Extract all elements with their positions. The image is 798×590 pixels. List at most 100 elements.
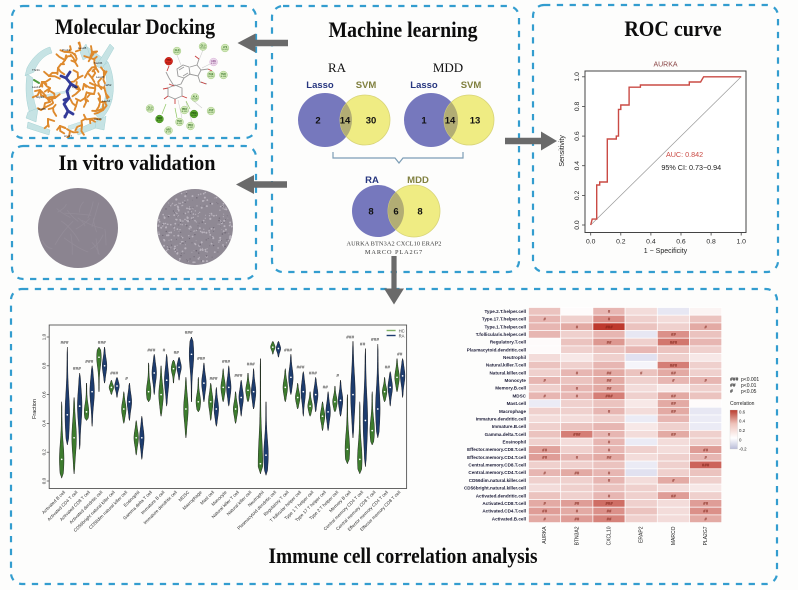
svg-text:LYS: LYS [223,47,228,49]
svg-text:BTN3A2: BTN3A2 [574,526,580,545]
svg-text:B:439: B:439 [208,112,214,114]
svg-text:0.6: 0.6 [42,391,47,398]
svg-text:GLU: GLU [201,45,206,47]
svg-text:PHE: PHE [209,74,214,76]
svg-text:Fraction: Fraction [32,399,38,419]
svg-text:#: # [608,432,611,437]
svg-text:#: # [704,324,707,329]
svg-text:###: ### [98,340,106,346]
svg-text:PRO: PRO [182,109,187,111]
svg-text:##: ## [542,509,547,514]
svg-text:##: ## [671,493,676,498]
svg-text:#: # [704,516,707,521]
svg-text:###: ### [670,363,678,368]
svg-text:0.6: 0.6 [574,131,581,141]
svg-text:##: ## [671,371,676,376]
svg-text:###: ### [346,334,354,340]
svg-text:-0.2: -0.2 [739,447,747,452]
svg-text:0.4: 0.4 [646,239,656,246]
svg-text:B:175: B:175 [166,62,172,64]
svg-text:Natural.killer.T.cell: Natural.killer.T.cell [486,363,526,368]
svg-text:14: 14 [340,116,351,127]
svg-text:###: ### [247,362,255,368]
svg-text:RA: RA [328,60,347,75]
svg-text:p<0.01: p<0.01 [741,383,757,389]
svg-text:8: 8 [368,207,373,218]
svg-text:Immature.B.cell: Immature.B.cell [492,424,526,429]
svg-text:1: 1 [421,116,427,127]
svg-text:1 − Specificity: 1 − Specificity [644,248,688,255]
svg-text:B:452: B:452 [211,63,217,65]
svg-text:13: 13 [470,116,481,127]
svg-text:14: 14 [445,116,456,127]
svg-text:##: ## [671,409,676,414]
svg-text:THR: THR [221,74,226,76]
svg-text:##: ## [574,501,579,506]
svg-text:0.2: 0.2 [616,239,626,246]
svg-text:CD56dim.natural.killer.cell: CD56dim.natural.killer.cell [469,478,526,483]
svg-text:##: ## [607,386,612,391]
svg-text:Regulatory.T.cell: Regulatory.T.cell [490,340,526,345]
svg-text:Effector.memory.CD8.T.cell: Effector.memory.CD8.T.cell [467,447,526,452]
svg-text:###: ### [209,376,217,382]
svg-text:B:175: B:175 [157,120,163,122]
svg-text:B:436: B:436 [177,123,183,125]
svg-text:95% CI: 0.73−0.94: 95% CI: 0.73−0.94 [661,163,721,172]
svg-text:###: ### [284,347,292,353]
svg-text:Type.2.T.helper.cell: Type.2.T.helper.cell [484,309,526,314]
svg-text:MARCO PLA2G7: MARCO PLA2G7 [365,249,423,256]
svg-text:###: ### [730,377,739,383]
svg-text:Macrophage: Macrophage [499,409,527,414]
svg-text:##: ## [397,352,403,358]
svg-text:His88: His88 [38,107,46,111]
svg-text:0.4: 0.4 [42,420,47,427]
svg-text:##: ## [542,447,547,452]
svg-text:Gamma.delta.T.cell: Gamma.delta.T.cell [485,432,526,437]
svg-text:Mast.cell: Mast.cell [507,401,526,406]
svg-text:GLU: GLU [148,107,153,109]
svg-text:Natural.killer.cell: Natural.killer.cell [489,370,526,375]
svg-text:Leu28: Leu28 [78,46,87,50]
svg-text:#: # [730,389,733,395]
svg-text:#: # [608,309,611,314]
svg-text:SVM: SVM [461,80,482,91]
svg-text:0.2: 0.2 [574,190,581,200]
svg-text:#: # [543,470,546,475]
svg-text:#: # [608,317,611,322]
svg-text:###: ### [60,340,68,346]
svg-text:##: ## [671,401,676,406]
svg-text:0.2: 0.2 [739,428,746,433]
svg-text:#: # [543,394,546,399]
svg-text:Central.memory.CD4.T.cell: Central.memory.CD4.T.cell [468,470,526,475]
svg-text:Leu45: Leu45 [96,75,105,79]
svg-text:#: # [608,478,611,483]
svg-text:Type.1.T.helper.cell: Type.1.T.helper.cell [484,324,526,329]
svg-text:ASP: ASP [209,109,214,112]
svg-text:Central.memory.CD8.T.cell: Central.memory.CD8.T.cell [468,463,526,468]
svg-text:ARG: ARG [166,128,171,131]
svg-text:0.8: 0.8 [42,362,47,369]
svg-text:###: ### [147,347,155,353]
svg-text:#: # [576,394,579,399]
svg-text:##: ## [574,516,579,521]
svg-text:#: # [640,371,643,376]
svg-text:ERAP2: ERAP2 [639,526,645,543]
svg-text:0.2: 0.2 [42,449,47,456]
svg-text:0.6: 0.6 [676,239,686,246]
svg-text:#: # [336,373,339,379]
svg-text:###: ### [73,366,81,372]
svg-text:#: # [543,516,546,521]
svg-text:Activated.B.cell: Activated.B.cell [492,516,526,521]
svg-text:#: # [543,378,546,383]
svg-text:0.6: 0.6 [739,410,746,415]
svg-text:##: ## [574,470,579,475]
svg-text:6: 6 [393,207,398,218]
svg-text:###: ### [605,501,613,506]
svg-text:###: ### [197,356,205,362]
svg-text:###: ### [605,324,613,329]
svg-text:##: ## [671,432,676,437]
svg-text:###: ### [296,365,304,371]
svg-text:1.0: 1.0 [42,333,47,340]
svg-text:Sensitivity: Sensitivity [559,135,566,167]
svg-text:#: # [672,478,675,483]
